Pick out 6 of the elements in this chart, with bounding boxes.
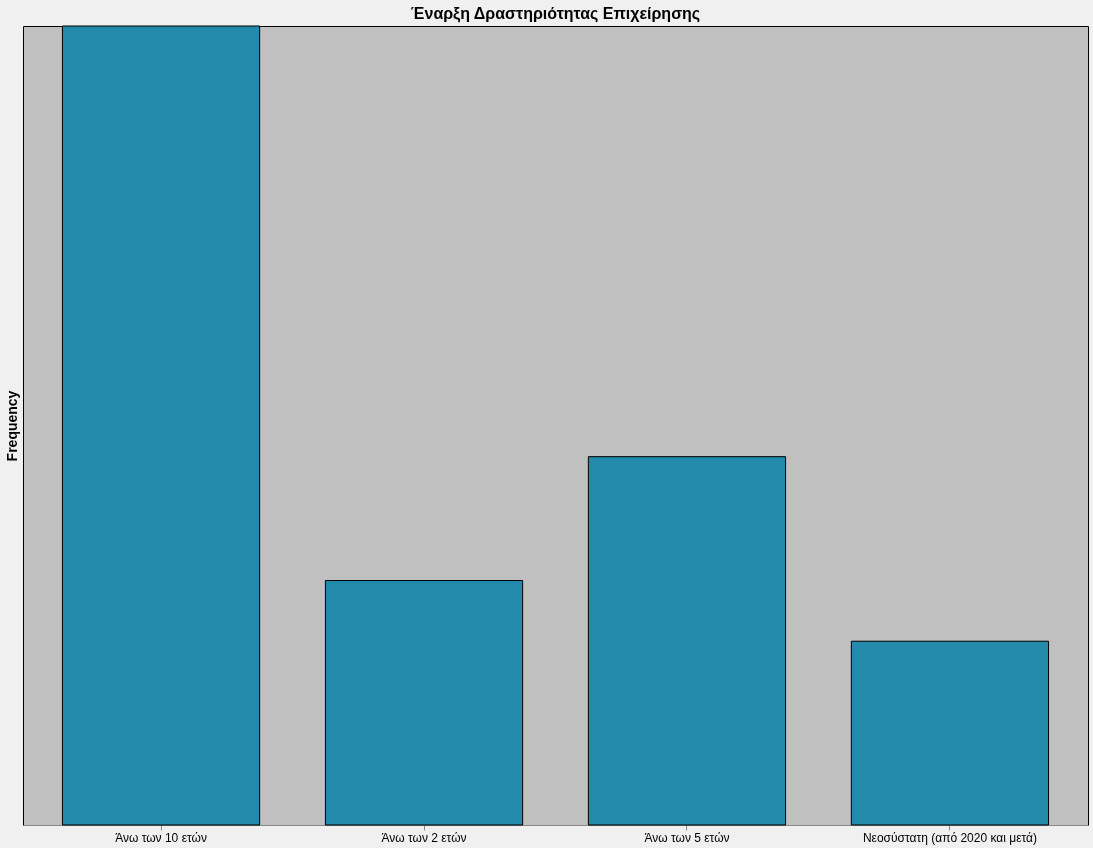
x-tick-label: Άνω των 5 ετών — [644, 830, 730, 845]
y-axis-title: Frequency — [3, 390, 20, 462]
x-tick-label: Νεοσύστατη (από 2020 και μετά) — [862, 830, 1038, 845]
x-tick-label: Άνω των 2 ετών — [381, 830, 467, 845]
chart-title: Έναρξη Δραστηριότητας Επιχείρησης — [410, 4, 701, 23]
x-tick-label: Άνω των 10 ετών — [115, 830, 207, 845]
